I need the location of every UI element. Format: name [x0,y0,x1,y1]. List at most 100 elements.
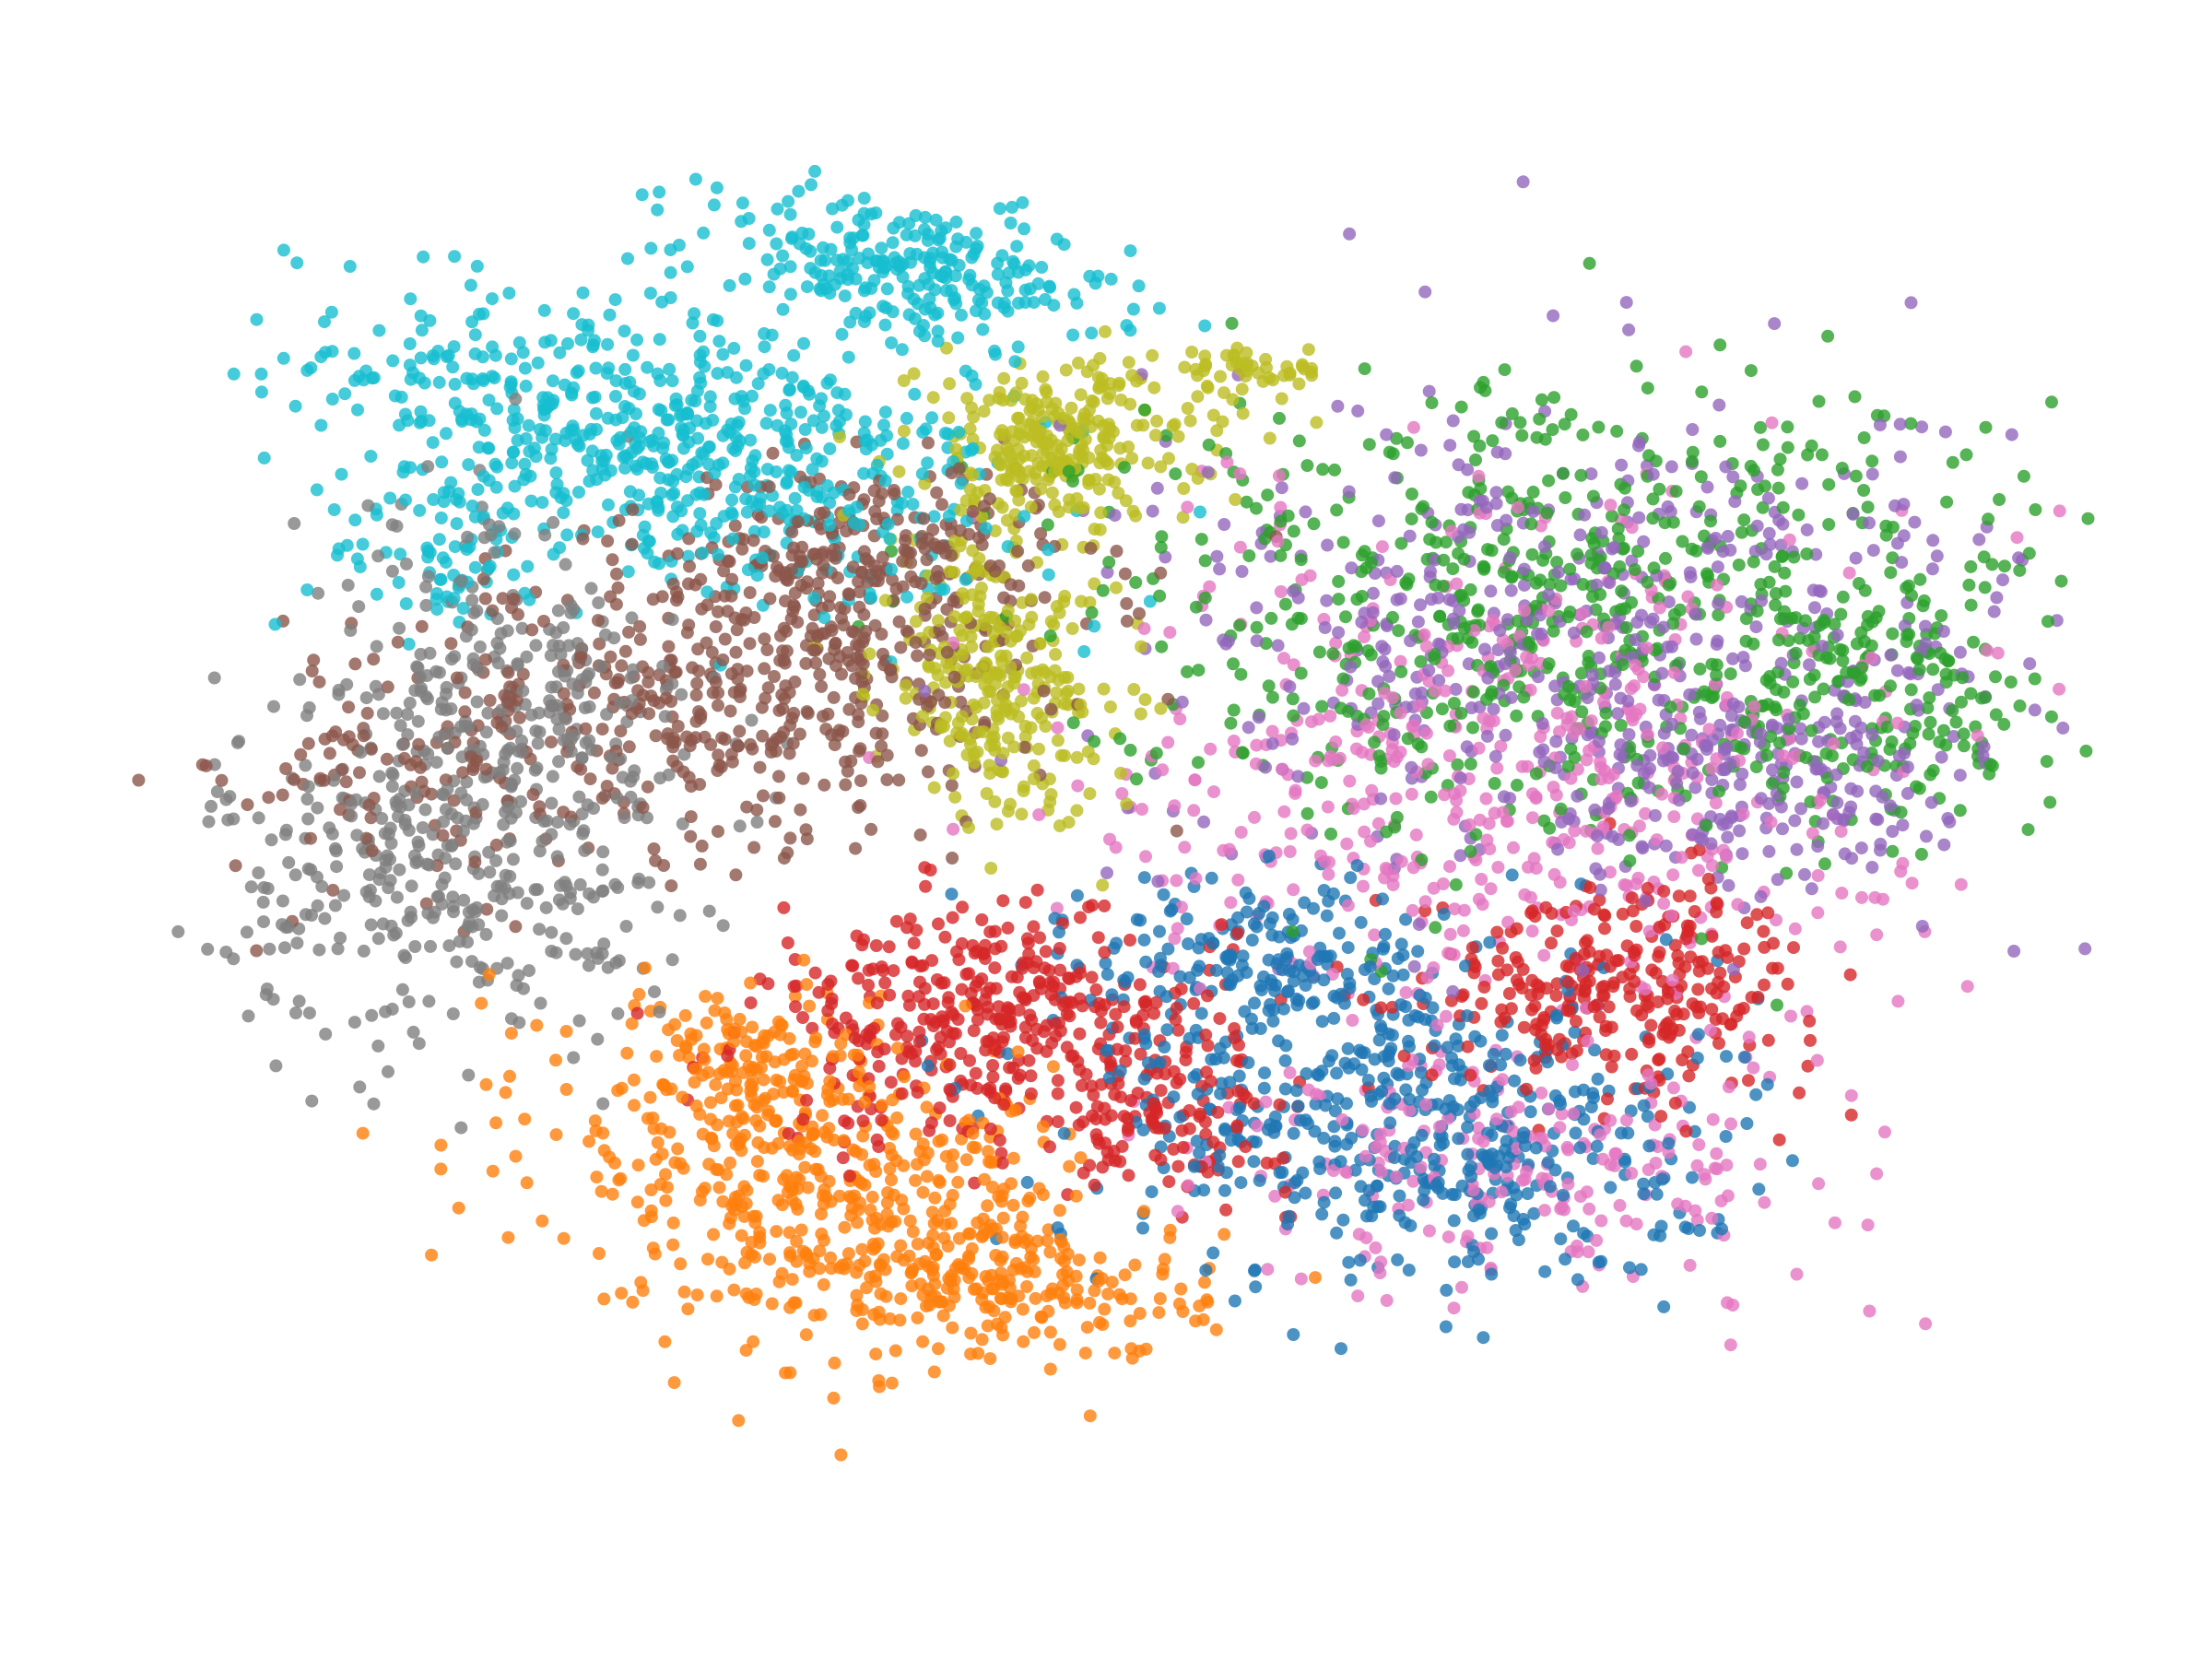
scatter-point [911,1311,924,1324]
scatter-point [1464,844,1477,858]
scatter-point [622,740,636,754]
scatter-point [1893,418,1907,431]
scatter-point [1644,1018,1658,1032]
scatter-point [1248,996,1261,1010]
scatter-point [1017,683,1030,697]
scatter-point [744,737,758,751]
scatter-point [456,602,470,615]
scatter-point [1199,613,1213,627]
scatter-point [1447,1301,1461,1315]
scatter-point [1133,1307,1147,1320]
scatter-point [1162,452,1175,465]
scatter-point [1394,706,1407,720]
scatter-point [1836,590,1850,604]
scatter-point [744,976,758,990]
scatter-point [1058,1296,1072,1310]
scatter-point [1200,379,1214,393]
scatter-point [1475,873,1488,886]
scatter-point [606,1187,619,1201]
scatter-point [971,1216,984,1230]
scatter-point [733,724,747,738]
scatter-point [1956,671,1970,685]
scatter-point [1591,841,1605,855]
scatter-point [1181,402,1194,415]
scatter-point [471,483,485,497]
scatter-point [988,924,1002,938]
scatter-point [1346,1014,1359,1027]
scatter-point [1041,568,1055,582]
scatter-point [1713,966,1727,980]
scatter-point [1413,988,1427,1002]
scatter-point [1443,719,1457,733]
scatter-point [1455,1280,1468,1294]
scatter-point [2044,710,2058,724]
scatter-point [1686,1171,1699,1184]
scatter-point [766,446,780,460]
scatter-point [1494,739,1508,753]
scatter-point [982,394,996,407]
scatter-point [917,1153,931,1167]
scatter-point [1102,431,1116,445]
scatter-point [1985,558,1999,571]
scatter-point [782,441,795,454]
scatter-point [419,598,433,612]
scatter-point [348,513,362,527]
scatter-point [1465,701,1478,714]
scatter-point [1648,808,1662,822]
scatter-point [411,835,425,849]
scatter-point [1150,414,1164,428]
scatter-point [922,436,935,450]
scatter-point [1001,1047,1015,1061]
scatter-point [1957,739,1971,753]
scatter-point [1085,971,1099,984]
scatter-point [1126,302,1140,316]
scatter-point [367,371,381,384]
scatter-point [1110,581,1123,594]
scatter-point [967,747,981,760]
scatter-point [1538,432,1552,446]
scatter-point [583,772,597,786]
scatter-point [1371,817,1385,830]
scatter-point [1802,634,1815,647]
scatter-point [696,547,710,559]
scatter-point [1472,741,1486,755]
scatter-point [1018,1236,1031,1249]
scatter-point [1886,825,1900,838]
scatter-point [1488,749,1502,763]
scatter-point [394,719,407,733]
scatter-point [572,486,585,499]
scatter-point [257,881,271,894]
scatter-point [1650,833,1664,847]
scatter-point [883,532,897,546]
scatter-point [1724,1117,1737,1131]
scatter-point [1105,1276,1119,1289]
scatter-point [301,812,315,826]
scatter-point [1405,488,1418,500]
scatter-point [393,863,406,877]
scatter-point [1039,720,1053,733]
scatter-point [1277,1151,1290,1165]
scatter-point [677,1285,691,1299]
scatter-point [1232,1069,1246,1083]
scatter-point [763,404,777,418]
scatter-point [783,260,797,274]
scatter-point [1536,553,1550,567]
scatter-point [1233,618,1246,632]
scatter-point [913,959,927,973]
scatter-point [1720,1050,1733,1064]
scatter-point [1863,1304,1877,1318]
scatter-point [699,990,712,1003]
scatter-point [1604,499,1618,512]
scatter-point [1134,707,1147,721]
scatter-point [909,615,923,629]
scatter-point [1494,1058,1508,1072]
scatter-point [1637,1187,1651,1201]
scatter-point [1742,1074,1755,1088]
scatter-point [718,632,732,646]
scatter-point [758,340,771,354]
scatter-point [1834,825,1848,839]
scatter-point [1194,533,1208,547]
scatter-point [1059,363,1073,377]
scatter-point [870,996,884,1010]
scatter-point [1170,1001,1183,1015]
